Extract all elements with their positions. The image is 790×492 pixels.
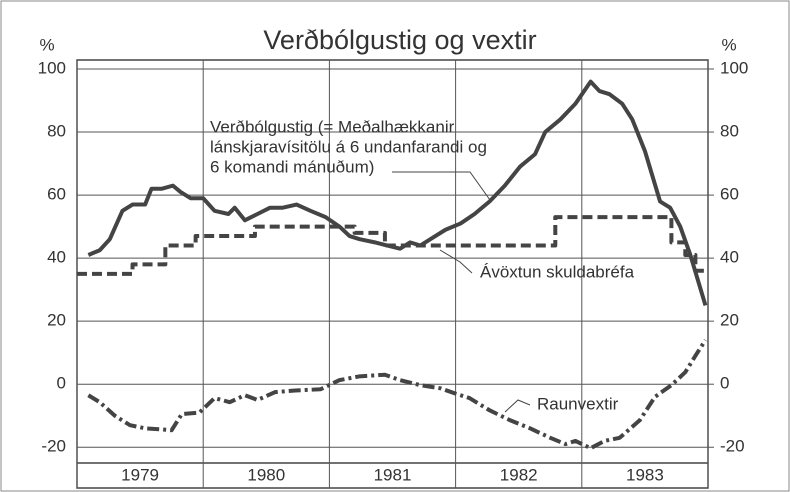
y-tick-label: 0 xyxy=(57,374,66,393)
x-tick-label: 1980 xyxy=(247,465,285,484)
leader-line xyxy=(439,249,473,274)
x-tick-label: 1982 xyxy=(500,465,538,484)
x-tick-label: 1981 xyxy=(374,465,412,484)
annotation: Verðbólgustig (= Meðalhækkanir xyxy=(210,117,455,136)
y-tick-label: 40 xyxy=(47,248,66,267)
y2-tick-label: 40 xyxy=(720,248,739,267)
y2-tick-label: 80 xyxy=(720,122,739,141)
chart-title: Verðbólgustig og vextir xyxy=(263,25,536,55)
y-tick-label: 80 xyxy=(47,122,66,141)
y2-tick-label: 0 xyxy=(720,374,729,393)
y-tick-label: -20 xyxy=(41,437,66,456)
series-line xyxy=(77,215,708,276)
y2-tick-label: 20 xyxy=(720,311,739,330)
y-tick-label: 100 xyxy=(38,58,66,77)
series-line xyxy=(87,338,708,451)
annotation: 6 komandi mánuðum) xyxy=(210,157,374,176)
y-tick-label: 20 xyxy=(47,311,66,330)
annotation: Ávöxtun skuldabréfa xyxy=(480,262,635,281)
y2-tick-label: 100 xyxy=(720,58,748,77)
y2-tick-label: 60 xyxy=(720,185,739,204)
y-tick-label: 60 xyxy=(47,185,66,204)
left-unit: % xyxy=(39,35,54,54)
y2-tick-label: -20 xyxy=(720,437,745,456)
annotation: lánskjaravísitölu á 6 undanfarandi og xyxy=(210,137,487,156)
x-tick-label: 1979 xyxy=(121,465,159,484)
leader-line xyxy=(504,399,531,413)
leader-line xyxy=(392,171,491,201)
x-tick-label: 1983 xyxy=(626,465,664,484)
right-unit: % xyxy=(721,35,736,54)
annotation: Raunvextir xyxy=(537,394,619,413)
